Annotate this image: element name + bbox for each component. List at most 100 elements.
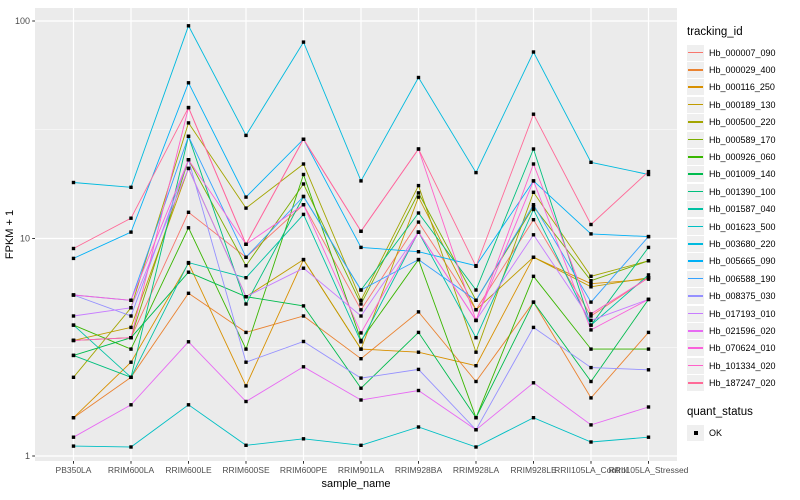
- data-point-marker: [71, 444, 76, 448]
- legend-label: Hb_000029_400: [709, 65, 776, 76]
- legend-entry-Hb_001587_040: Hb_001587_040: [687, 201, 799, 218]
- data-point-marker: [589, 222, 593, 227]
- legend-key-icon: [687, 131, 704, 148]
- legend-label: Hb_000116_250: [709, 82, 775, 93]
- data-point-marker: [589, 323, 593, 327]
- legend-entry-Hb_005665_090: Hb_005665_090: [687, 253, 799, 270]
- legend-key-icon: [687, 270, 704, 287]
- data-point-marker: [416, 367, 421, 372]
- legend-key-icon: [687, 201, 704, 218]
- data-point-marker: [416, 220, 421, 224]
- x-tick-label: RRII105LA_Stressed: [609, 465, 689, 475]
- data-point-marker: [129, 403, 133, 407]
- data-point-marker: [531, 147, 536, 151]
- data-point-marker: [129, 445, 133, 449]
- color-line-icon: [688, 329, 703, 332]
- data-point-marker: [531, 207, 536, 212]
- x-tick-label: RRIM928LA: [453, 465, 500, 475]
- data-point-marker: [646, 245, 651, 250]
- data-point-marker: [186, 226, 191, 230]
- data-point-marker: [474, 298, 478, 302]
- color-line-icon: [688, 382, 703, 384]
- data-point-marker: [301, 257, 306, 262]
- data-point-marker: [244, 195, 248, 199]
- legend-label: Hb_187247_020: [709, 378, 776, 389]
- data-point-marker: [301, 172, 306, 177]
- data-point-marker: [589, 379, 593, 384]
- color-line-icon: [688, 156, 703, 158]
- data-point-marker: [646, 405, 651, 409]
- legend-label: Hb_000007_090: [709, 47, 776, 58]
- data-point-marker: [244, 347, 248, 351]
- data-point-marker: [301, 314, 306, 318]
- square-marker-icon: [693, 430, 698, 435]
- data-point-marker: [129, 325, 133, 330]
- data-point-marker: [474, 428, 478, 432]
- data-point-marker: [359, 302, 363, 306]
- data-point-marker: [129, 336, 133, 340]
- legend-entry-Hb_017193_010: Hb_017193_010: [687, 305, 799, 322]
- color-line-icon: [688, 225, 703, 228]
- legend-entry-quant-ok: OK: [687, 424, 799, 441]
- data-point-marker: [589, 300, 593, 304]
- data-point-marker: [531, 162, 536, 166]
- color-line-icon: [688, 121, 703, 123]
- data-point-marker: [531, 50, 536, 54]
- data-point-marker: [301, 40, 306, 44]
- data-point-marker: [186, 270, 191, 274]
- legend-label: Hb_008375_030: [709, 291, 776, 302]
- data-point-marker: [129, 375, 133, 379]
- data-point-marker: [589, 160, 593, 164]
- x-axis-title: sample_name: [321, 478, 390, 490]
- quant-ok-key-icon: [687, 424, 704, 441]
- data-point-marker: [589, 314, 593, 318]
- legend-key-icon: [687, 96, 704, 113]
- data-point-marker: [359, 245, 363, 250]
- data-point-marker: [646, 347, 651, 351]
- x-tick-label: RRII105LA_Control: [554, 465, 628, 475]
- legend-entry-Hb_006588_190: Hb_006588_190: [687, 270, 799, 287]
- x-tick-label: RRIM600LA: [108, 465, 155, 475]
- data-point-marker: [646, 259, 651, 263]
- data-point-marker: [71, 375, 76, 379]
- data-point-marker: [129, 314, 133, 318]
- data-point-marker: [301, 182, 306, 186]
- legend-label: Hb_001587_040: [709, 204, 776, 215]
- data-point-marker: [646, 435, 651, 439]
- data-point-marker: [531, 381, 536, 385]
- legend-entry-Hb_187247_020: Hb_187247_020: [687, 374, 799, 392]
- data-point-marker: [646, 169, 651, 174]
- legend-label: Hb_000589_170: [709, 134, 776, 145]
- data-point-marker: [646, 276, 651, 280]
- legend-entries: Hb_000007_090 Hb_000029_400 Hb_000116_250 H…: [687, 44, 799, 392]
- data-point-marker: [589, 232, 593, 236]
- legend-key-icon: [687, 375, 704, 392]
- color-line-icon: [688, 51, 703, 54]
- legend-key-icon: [687, 183, 704, 200]
- data-point-marker: [646, 273, 651, 277]
- x-tick-label: RRIM901LA: [338, 465, 385, 475]
- legend-label: Hb_101334_020: [709, 360, 776, 371]
- data-point-marker: [244, 384, 248, 388]
- legend-entry-Hb_000926_060: Hb_000926_060: [687, 148, 799, 166]
- data-point-marker: [186, 134, 191, 138]
- data-point-marker: [416, 211, 421, 215]
- color-line-icon: [688, 208, 703, 210]
- data-point-marker: [531, 233, 536, 237]
- data-point-marker: [301, 212, 306, 217]
- color-line-icon: [688, 295, 703, 297]
- legend-key-icon: [687, 288, 704, 305]
- data-point-marker: [416, 195, 421, 199]
- data-point-marker: [244, 264, 248, 268]
- legend-entry-Hb_001390_100: Hb_001390_100: [687, 183, 799, 200]
- legend-entry-Hb_008375_030: Hb_008375_030: [687, 287, 799, 305]
- x-tick-label: PB350LA: [56, 465, 92, 475]
- color-line-icon: [688, 347, 703, 349]
- color-line-icon: [688, 190, 703, 193]
- data-point-marker: [646, 330, 651, 335]
- legend-label: Hb_001390_100: [709, 186, 776, 197]
- color-line-icon: [688, 103, 703, 106]
- legend-entry-Hb_070624_010: Hb_070624_010: [687, 340, 799, 357]
- data-point-marker: [71, 314, 76, 318]
- data-point-marker: [589, 318, 593, 323]
